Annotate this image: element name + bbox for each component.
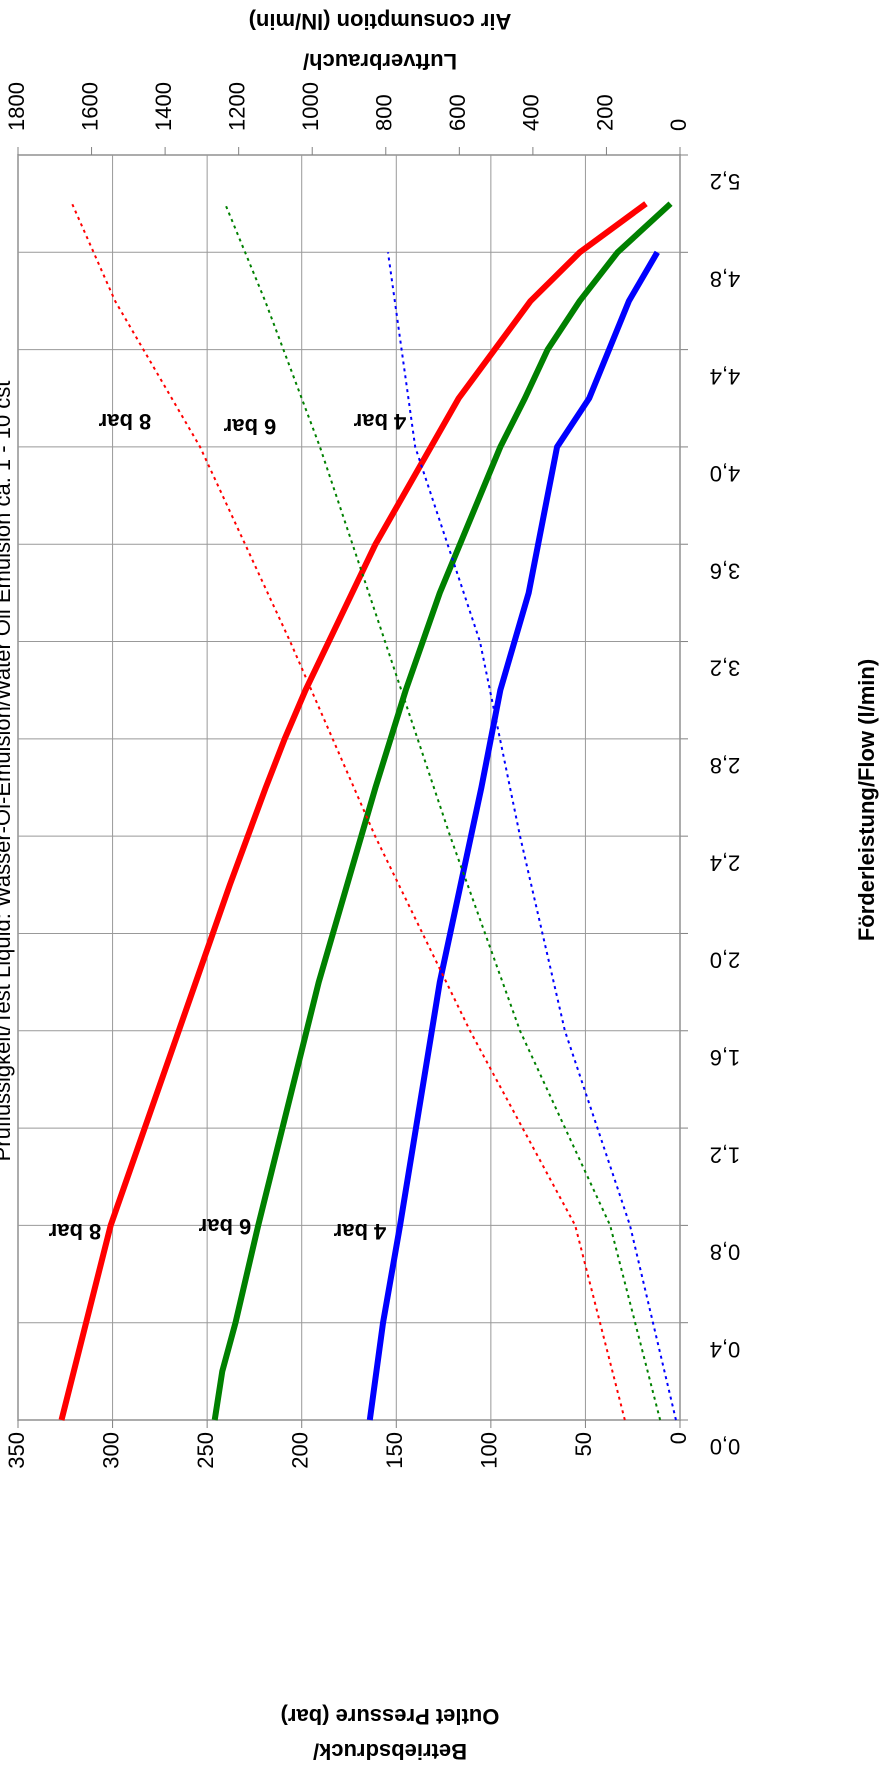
y-tick-label: 50 bbox=[571, 1432, 596, 1456]
air-line bbox=[71, 203, 626, 1421]
y-tick-label: 0 bbox=[666, 1432, 691, 1444]
y2-axis-title: Air consumption (lN/min) bbox=[249, 9, 512, 34]
x-tick-label: 2,8 bbox=[710, 753, 741, 778]
y-tick-label: 100 bbox=[477, 1432, 502, 1469]
annotation: 6 bar bbox=[223, 414, 276, 439]
x-tick-label: 5,2 bbox=[710, 169, 741, 194]
annotation: 8 bar bbox=[98, 409, 151, 434]
annotation: 4 bar bbox=[353, 409, 406, 434]
rotated-chart: 0,0 0,4 0,8 1,2 1,6 2,0 2,4 2,8 3,2 3,6 4,0 4,4 4,8 5… bbox=[0, 9, 879, 1764]
y2-tick-label: 1400 bbox=[151, 82, 176, 131]
x-tick-label: 3,6 bbox=[710, 558, 741, 583]
x-tick-label: 4,0 bbox=[710, 461, 741, 486]
y2-tick-label: 1000 bbox=[298, 82, 323, 131]
annotation: 4 bar bbox=[333, 1219, 386, 1244]
pressure-line bbox=[366, 250, 660, 1421]
y2-tick-label: 0 bbox=[666, 119, 691, 131]
y-tick-label: 300 bbox=[98, 1432, 123, 1469]
x-tick-label: 2,0 bbox=[710, 948, 741, 973]
x-tick-label: 4,8 bbox=[710, 266, 741, 291]
y-axis-title: Betriebsdruck/ bbox=[313, 1739, 467, 1764]
y2-tick-label: 800 bbox=[372, 94, 397, 131]
y-tick-label: 250 bbox=[193, 1432, 218, 1469]
pressure-line bbox=[211, 201, 673, 1421]
x-tick-label: 3,2 bbox=[710, 656, 741, 681]
y2-tick-label: 1200 bbox=[224, 82, 249, 131]
y2-tick-label: 600 bbox=[445, 94, 470, 131]
y2-tick-label: 1600 bbox=[77, 82, 102, 131]
y2-tick-label: 1800 bbox=[4, 82, 29, 131]
y-axis-title: Outlet Pressure (bar) bbox=[281, 1704, 500, 1729]
x-tick-label: 4,4 bbox=[710, 364, 741, 389]
chart-title: Prüflüssigkeit/Test Liquid: Wasser-Öl-Em… bbox=[0, 381, 15, 1162]
x-tick-label: 1,6 bbox=[710, 1045, 741, 1070]
air-line bbox=[224, 203, 662, 1421]
air-line bbox=[386, 252, 677, 1421]
x-tick-label: 0,0 bbox=[710, 1434, 741, 1459]
x-tick-label: 2,4 bbox=[710, 850, 741, 875]
y-tick-label: 350 bbox=[4, 1432, 29, 1469]
x-axis-title: Förderleistung/Flow (l/min) bbox=[854, 659, 879, 941]
y2-tick-label: 400 bbox=[519, 94, 544, 131]
annotation: 6 bar bbox=[198, 1214, 251, 1239]
x-tick-label: 1,2 bbox=[710, 1142, 741, 1167]
y2-tick-label: 200 bbox=[592, 94, 617, 131]
y-tick-label: 150 bbox=[382, 1432, 407, 1469]
x-tick-label: 0,4 bbox=[710, 1337, 741, 1362]
annotation: 8 bar bbox=[48, 1219, 101, 1244]
y2-axis-title: Luftverbrauch/ bbox=[303, 49, 457, 74]
pressure-line bbox=[58, 201, 648, 1421]
y-tick-label: 200 bbox=[288, 1432, 313, 1469]
x-tick-label: 0,8 bbox=[710, 1240, 741, 1265]
